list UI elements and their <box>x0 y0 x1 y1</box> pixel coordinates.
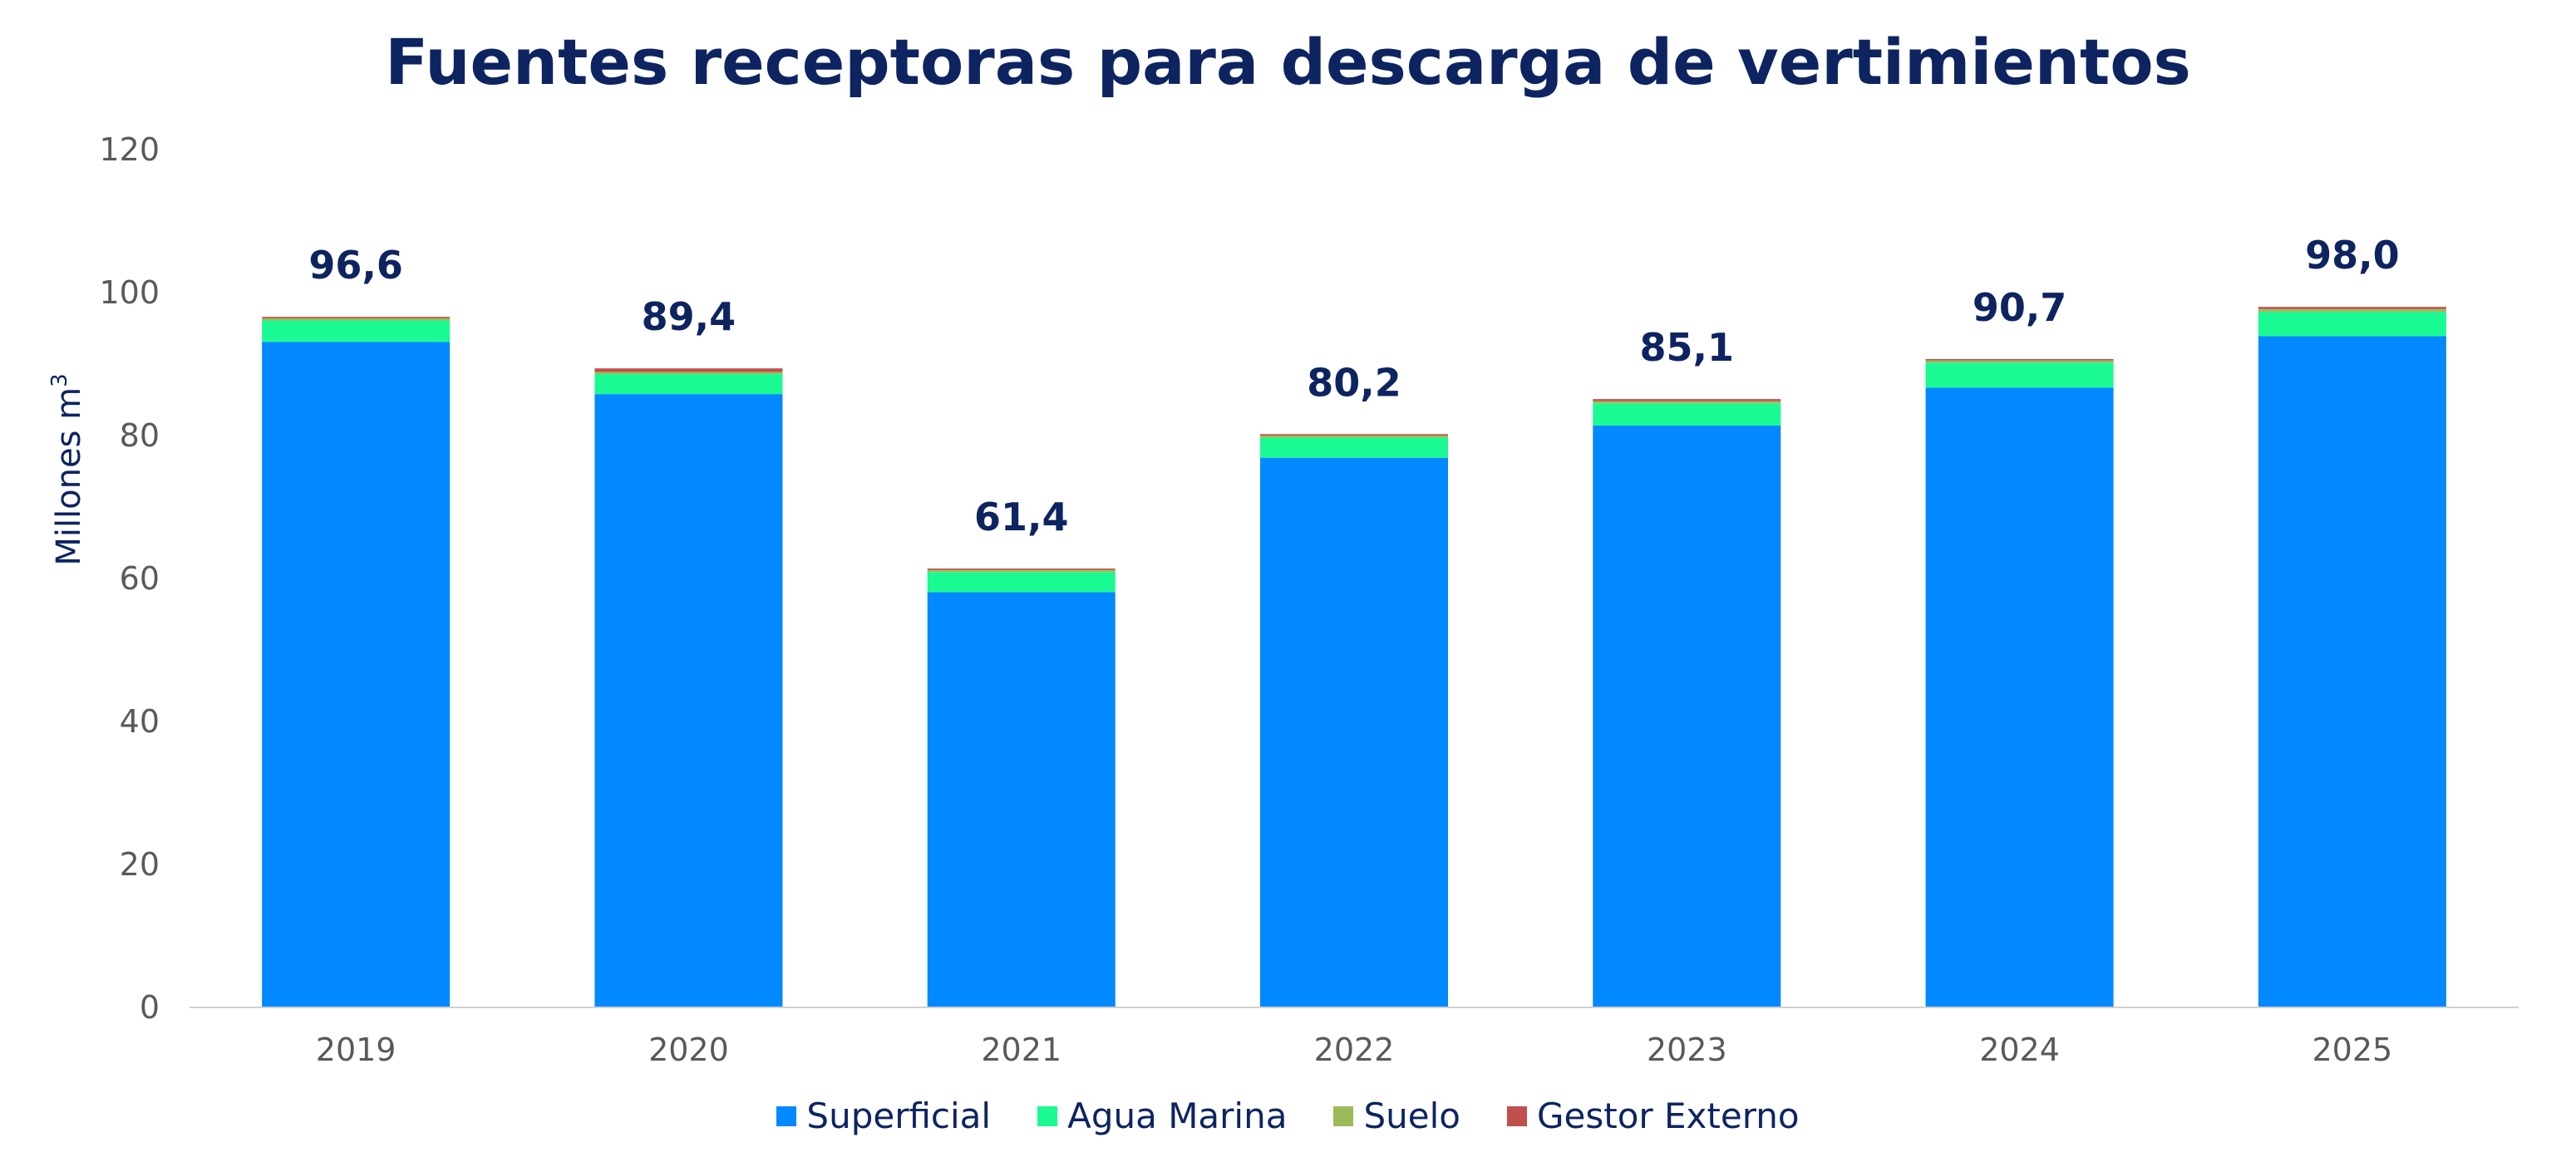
bar-agua-marina-2025 <box>2258 312 2446 337</box>
bar-gestor-externo-2020 <box>594 368 783 372</box>
total-label-2024: 90,7 <box>1973 285 2067 330</box>
bar-superficial-2019 <box>262 342 451 1008</box>
legend-label: Suelo <box>1363 1096 1460 1136</box>
legend-swatch <box>1506 1105 1527 1126</box>
total-label-2019: 96,6 <box>308 243 403 288</box>
y-tick-label: 100 <box>99 274 160 311</box>
x-tick-label-2022: 2022 <box>1314 1032 1395 1068</box>
y-axis-title: Millones m3 <box>47 373 88 565</box>
bar-gestor-externo-2019 <box>262 317 451 318</box>
bar-gestor-externo-2022 <box>1260 434 1448 436</box>
bar-agua-marina-2020 <box>594 374 783 395</box>
y-tick-label: 120 <box>99 131 160 168</box>
x-tick-label-2023: 2023 <box>1647 1032 1727 1068</box>
bar-superficial-2020 <box>594 394 783 1007</box>
bar-superficial-2022 <box>1260 457 1448 1007</box>
svg-text:Millones m3: Millones m3 <box>47 373 88 565</box>
total-label-2020: 89,4 <box>642 294 736 339</box>
total-label-2021: 61,4 <box>974 495 1069 539</box>
y-tick-label: 40 <box>120 703 160 740</box>
y-axis-title-text: Millones m <box>50 387 88 566</box>
bar-gestor-externo-2024 <box>1925 358 2114 361</box>
bar-gestor-externo-2023 <box>1593 399 1781 401</box>
x-tick-label-2024: 2024 <box>1979 1032 2060 1068</box>
legend-label: Agua Marina <box>1067 1096 1288 1136</box>
bar-agua-marina-2021 <box>927 572 1116 593</box>
bar-superficial-2025 <box>2258 336 2446 1008</box>
legend-swatch <box>1037 1105 1058 1126</box>
bar-gestor-externo-2021 <box>927 568 1116 570</box>
legend-label: Superficial <box>806 1096 992 1136</box>
total-label-2023: 85,1 <box>1640 325 1735 370</box>
y-axis: 0 20 40 60 80 100 120 <box>99 131 160 1026</box>
legend-item-suelo: Suelo <box>1333 1096 1460 1136</box>
y-tick-label: 60 <box>120 560 160 597</box>
bar-suelo-2023 <box>1593 401 1781 404</box>
bar-superficial-2021 <box>927 592 1116 1007</box>
legend: Superficial Agua Marina Suelo Gestor Extern… <box>0 1096 2576 1136</box>
x-tick-label-2019: 2019 <box>316 1032 396 1068</box>
chart-title: Fuentes receptoras para descarga de vert… <box>385 25 2191 99</box>
x-tick-label-2020: 2020 <box>648 1032 729 1068</box>
bar-agua-marina-2024 <box>1925 362 2114 388</box>
total-labels: 96,6 89,4 61,4 80,2 85,1 90,7 98,0 <box>308 233 2399 539</box>
legend-swatch <box>1333 1105 1354 1126</box>
legend-swatch <box>776 1105 797 1126</box>
legend-item-agua-marina: Agua Marina <box>1037 1096 1287 1136</box>
y-tick-label: 80 <box>120 417 160 454</box>
bar-agua-marina-2023 <box>1593 403 1781 426</box>
total-label-2022: 80,2 <box>1307 360 1401 405</box>
y-axis-title-superscript: 3 <box>47 373 72 387</box>
bar-suelo-2025 <box>2258 308 2446 313</box>
bar-suelo-2020 <box>594 372 783 375</box>
y-tick-label: 20 <box>120 846 160 883</box>
bar-superficial-2023 <box>1593 425 1781 1008</box>
bar-suelo-2022 <box>1260 436 1448 438</box>
legend-item-gestor-externo: Gestor Externo <box>1506 1096 1800 1136</box>
legend-label: Gestor Externo <box>1536 1096 1800 1136</box>
bar-suelo-2024 <box>1925 360 2114 363</box>
y-tick-label: 0 <box>140 989 160 1026</box>
bar-gestor-externo-2025 <box>2258 307 2446 309</box>
legend-item-superficial: Superficial <box>776 1096 991 1136</box>
x-axis: 2019 2020 2021 2022 2023 2024 2025 <box>316 1032 2392 1068</box>
bars-group <box>262 307 2446 1008</box>
x-tick-label-2021: 2021 <box>981 1032 1061 1068</box>
bar-suelo-2021 <box>927 569 1116 573</box>
total-label-2025: 98,0 <box>2305 233 2400 278</box>
x-tick-label-2025: 2025 <box>2312 1032 2392 1068</box>
bar-suelo-2019 <box>262 318 451 321</box>
bar-agua-marina-2019 <box>262 320 451 342</box>
bar-superficial-2024 <box>1925 387 2114 1007</box>
bar-agua-marina-2022 <box>1260 437 1448 458</box>
